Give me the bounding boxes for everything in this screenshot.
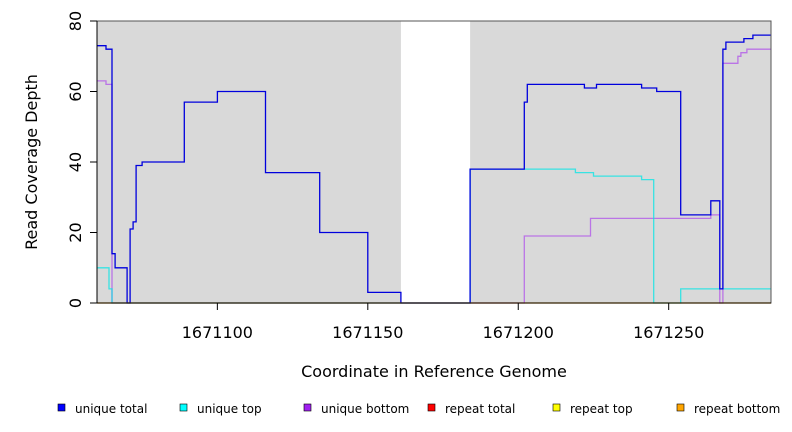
- legend-label: repeat total: [445, 402, 515, 416]
- x-tick-label: 1671200: [483, 323, 554, 342]
- legend-label: repeat bottom: [694, 402, 780, 416]
- legend-label: repeat top: [570, 402, 633, 416]
- shaded-regions: [97, 21, 771, 303]
- legend-item: repeat bottom: [676, 402, 780, 416]
- legend-swatch: [179, 403, 188, 412]
- legend-item: unique bottom: [303, 402, 409, 416]
- legend-item: unique total: [57, 402, 147, 416]
- x-axis-title: Coordinate in Reference Genome: [301, 362, 567, 381]
- y-tick-label: 0: [66, 298, 85, 308]
- x-tick-label: 1671150: [332, 323, 403, 342]
- legend-item: repeat total: [427, 402, 515, 416]
- x-tick-label: 1671100: [182, 323, 253, 342]
- y-tick-label: 20: [66, 222, 85, 242]
- legend-label: unique top: [197, 402, 262, 416]
- legend-label: unique bottom: [321, 402, 409, 416]
- shaded-region-1: [470, 21, 771, 303]
- y-tick-label: 60: [66, 81, 85, 101]
- legend-swatch: [552, 403, 561, 412]
- legend-swatch: [427, 403, 436, 412]
- legend-swatch: [303, 403, 312, 412]
- legend-item: repeat top: [552, 402, 633, 416]
- x-axis: 1671100 1671150 1671200 1671250: [97, 302, 771, 342]
- y-axis-title: Read Coverage Depth: [22, 74, 41, 250]
- y-axis: 0 20 40 60 80: [66, 11, 98, 308]
- x-tick-label: 1671250: [633, 323, 704, 342]
- legend: unique total unique top unique bottom repea…: [57, 402, 780, 416]
- y-tick-label: 40: [66, 152, 85, 172]
- y-tick-label: 80: [66, 11, 85, 31]
- legend-swatch: [676, 403, 685, 412]
- legend-swatch: [57, 403, 66, 412]
- legend-label: unique total: [75, 402, 147, 416]
- legend-item: unique top: [179, 402, 262, 416]
